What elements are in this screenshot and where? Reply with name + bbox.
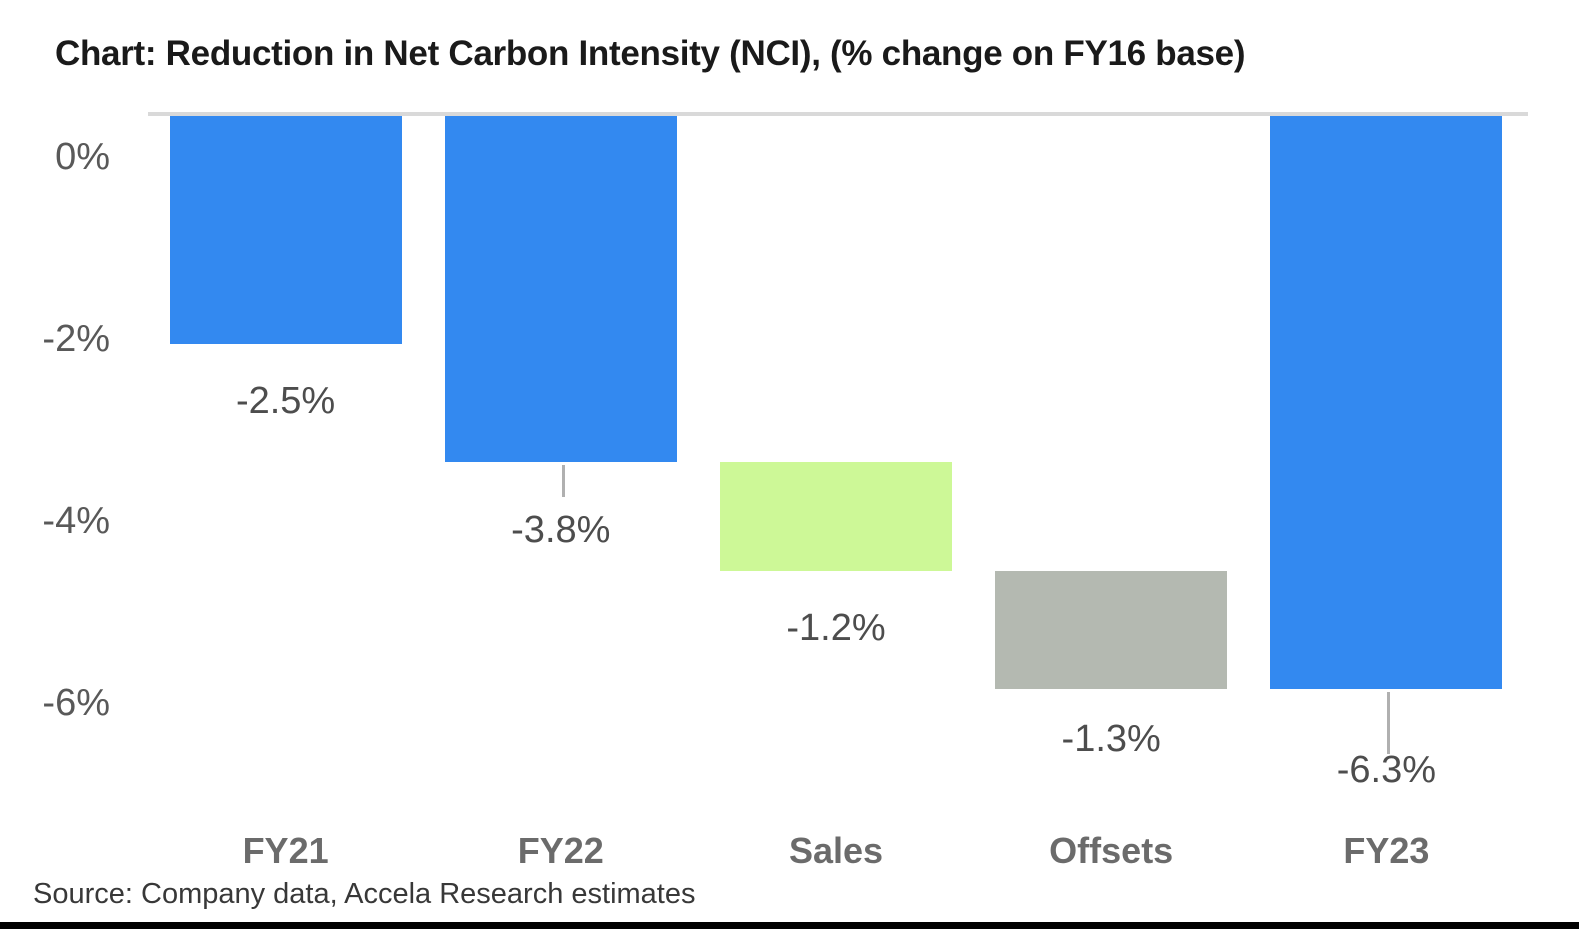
x-axis-label-fy23: FY23 [1343,830,1430,871]
x-axis-label-fy21: FY21 [242,830,329,871]
waterfall-bar-fy21 [169,116,402,344]
bar-value-label: -2.5% [235,379,336,422]
source-note: Source: Company data, Accela Research es… [33,878,696,910]
waterfall-bar-fy22 [444,116,677,462]
label-leader-line [561,464,565,497]
y-tick-label: 0% [55,136,110,178]
waterfall-bar-sales [720,461,952,571]
y-tick-label: -2% [42,318,110,360]
y-tick-label: -6% [42,682,110,724]
bottom-rule [0,922,1579,929]
chart-title: Chart: Reduction in Net Carbon Intensity… [55,34,1246,73]
bar-value-label: -3.8% [511,508,611,551]
label-leader-line [1387,692,1391,755]
x-axis-label-offsets: Offsets [1049,830,1174,871]
y-tick-label: -4% [42,500,110,542]
x-axis-label-fy22: FY22 [517,830,604,871]
waterfall-bar-offsets [995,571,1228,690]
bar-value-label: -1.3% [1061,718,1161,761]
bar-value-label: -6.3% [1336,749,1437,792]
x-axis-label-sales: Sales [788,830,884,871]
plot-top-rule [148,112,1528,116]
waterfall-bar-fy23 [1270,116,1503,690]
bar-value-label: -1.2% [786,607,886,649]
